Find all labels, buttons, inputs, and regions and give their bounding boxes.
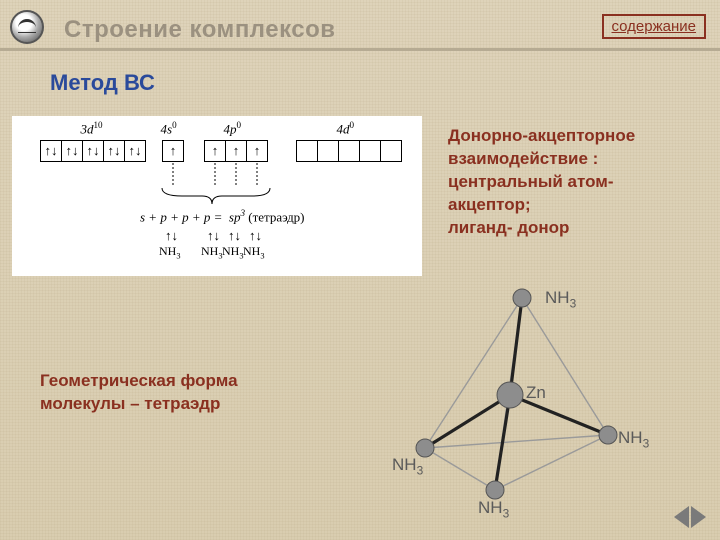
- title-underline: [0, 48, 720, 51]
- prev-button[interactable]: [674, 506, 689, 528]
- donor-label: NH3: [243, 244, 265, 260]
- ligand-label: NH3: [392, 455, 423, 477]
- page-title: Строение комплексов: [64, 16, 336, 44]
- donor-pair: ↑↓: [165, 228, 178, 244]
- ligand-label: NH3: [618, 428, 649, 450]
- ligand-label: NH3: [478, 498, 509, 520]
- center-atom-label: Zn: [526, 383, 546, 403]
- donor-label: NH3: [201, 244, 223, 260]
- tetrahedron-svg: [360, 280, 670, 518]
- donor-pair: ↑↓: [228, 228, 241, 244]
- hybridization-line: s + p + p + p = sp3 (тетраэдр): [140, 208, 305, 225]
- description-right: Донорно-акцепторное взаимодействие : цен…: [448, 125, 698, 240]
- nav-arrows: [674, 506, 706, 528]
- donor-pair: ↑↓: [207, 228, 220, 244]
- toc-button[interactable]: содержание: [602, 14, 707, 39]
- logo: [10, 10, 44, 44]
- donor-pair: ↑↓: [249, 228, 262, 244]
- next-button[interactable]: [691, 506, 706, 528]
- donor-label: NH3: [222, 244, 244, 260]
- ligand-label: NH3: [545, 288, 576, 310]
- description-left: Геометрическая форма молекулы – тетраэдр: [40, 370, 300, 416]
- donor-label: NH3: [159, 244, 181, 260]
- orbital-diagram: 3d10↑↓↑↓↑↓↑↓↑↓4s0↑4p0↑↑↑4d0s + p + p + p…: [12, 116, 422, 276]
- page-subtitle: Метод ВС: [50, 70, 155, 96]
- tetrahedron-diagram: Zn NH3 NH3 NH3 NH3: [360, 280, 670, 518]
